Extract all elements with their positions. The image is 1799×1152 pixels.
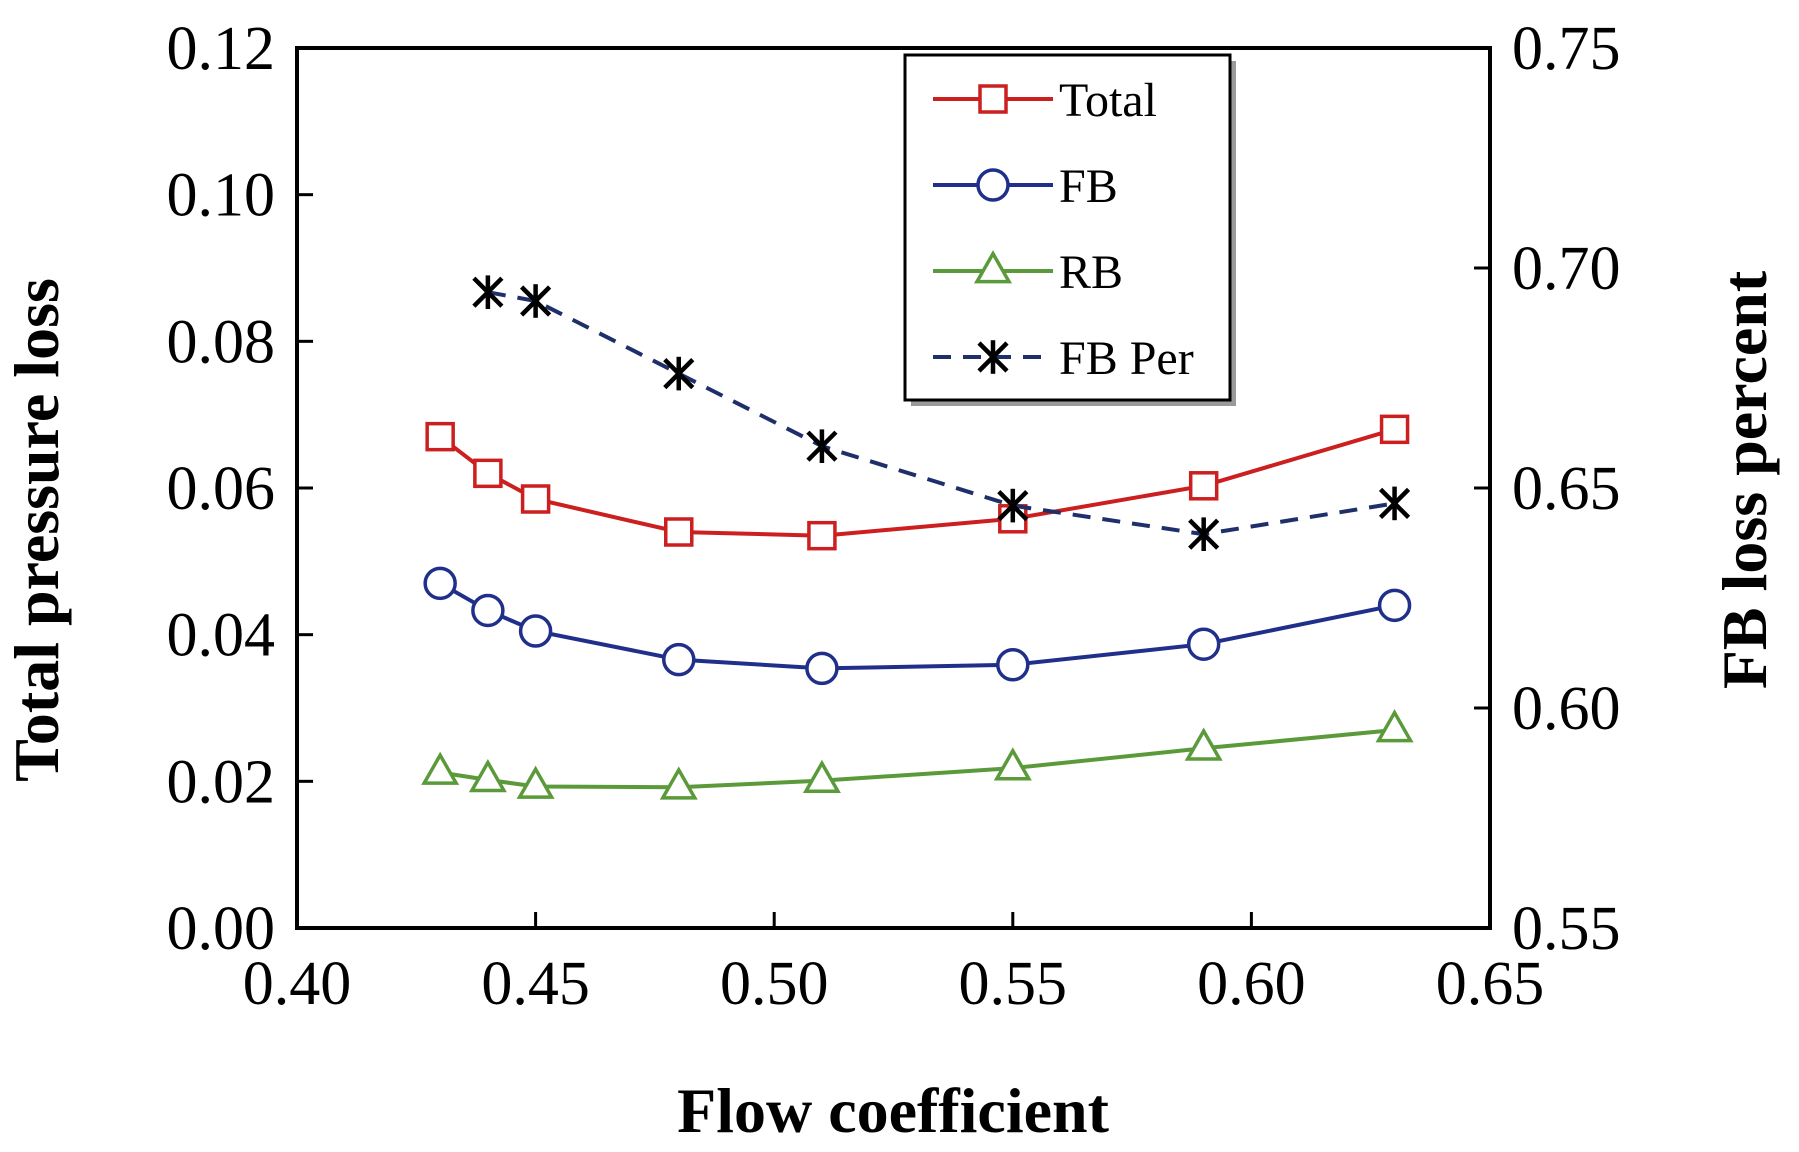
data-point <box>802 759 841 793</box>
data-point <box>421 751 460 785</box>
y-tick-label: 0.06 <box>167 455 276 523</box>
series-line <box>438 427 1396 538</box>
legend-marker <box>973 250 1013 284</box>
x-tick-label: 0.60 <box>1197 950 1306 1018</box>
data-point <box>662 642 696 677</box>
data-point <box>1186 627 1221 661</box>
data-point <box>472 275 504 309</box>
legend: Total FB RB FB Per <box>903 53 1236 406</box>
data-point <box>471 593 505 628</box>
y-tick-label: 0.02 <box>167 748 276 816</box>
y-axis-title: Total pressure loss <box>1 278 72 782</box>
data-point <box>996 647 1030 682</box>
legend-item: Total <box>933 74 1157 127</box>
data-point <box>805 651 839 686</box>
y2-tick-label: 0.75 <box>1512 15 1621 83</box>
legend-box <box>903 53 1232 402</box>
data-point <box>425 421 455 452</box>
legend-label: RB <box>1059 246 1123 299</box>
series-layer <box>421 275 1414 800</box>
series-fb-per <box>472 275 1411 551</box>
legend-item: FB <box>933 160 1118 213</box>
y2-tick-label: 0.65 <box>1512 455 1621 523</box>
x-axis-title: Flow coefficient <box>677 1075 1110 1146</box>
data-point <box>1375 709 1414 743</box>
legend-item: FB Per <box>933 332 1194 385</box>
data-point <box>518 614 553 648</box>
series-rb <box>421 709 1414 800</box>
data-point <box>1378 486 1411 521</box>
y-tick-label: 0.08 <box>167 308 276 376</box>
y-tick-label: 0.00 <box>167 895 276 963</box>
x-tick-label: 0.50 <box>720 950 829 1018</box>
series-fb <box>423 566 1412 686</box>
data-point <box>664 517 694 547</box>
legend-marker <box>978 84 1008 114</box>
x-tick-label: 0.65 <box>1436 950 1545 1018</box>
x-tick-label: 0.55 <box>959 950 1068 1018</box>
x-tick-label: 0.40 <box>243 950 352 1018</box>
data-point <box>1379 414 1410 445</box>
series-total <box>425 414 1410 551</box>
data-point <box>659 766 698 800</box>
y2-tick-label: 0.60 <box>1512 675 1621 743</box>
data-point <box>1377 588 1412 623</box>
x-tick-label: 0.45 <box>481 950 590 1018</box>
data-point <box>468 758 507 793</box>
series-line <box>439 728 1395 790</box>
data-point <box>997 488 1029 523</box>
data-point <box>516 765 555 799</box>
data-point <box>993 747 1032 781</box>
legend-label: FB Per <box>1059 332 1194 385</box>
legend-label: Total <box>1059 74 1157 127</box>
data-point <box>1184 727 1223 761</box>
data-point <box>806 429 838 463</box>
data-point <box>1188 471 1219 501</box>
data-point <box>1188 517 1220 551</box>
data-point <box>473 458 503 489</box>
axes-layer: 0.40 0.45 0.50 0.55 0.60 0.65 0.00 0.02 0.04 0.06… <box>167 15 1621 1018</box>
y2-axis-title: FB loss percent <box>1709 270 1780 689</box>
data-point <box>807 520 837 551</box>
y-tick-label: 0.12 <box>167 15 276 83</box>
data-point <box>663 356 695 391</box>
legend-item: RB <box>933 246 1123 299</box>
data-point <box>520 284 552 318</box>
y2-tick-label: 0.55 <box>1512 895 1621 963</box>
legend-label: FB <box>1059 160 1118 213</box>
legend-marker <box>977 340 1009 374</box>
legend-marker <box>976 168 1010 202</box>
data-point <box>423 566 457 601</box>
y2-tick-label: 0.70 <box>1512 235 1621 303</box>
data-point <box>520 484 551 514</box>
y-tick-label: 0.04 <box>167 602 276 670</box>
y-tick-label: 0.10 <box>167 162 276 230</box>
series-line <box>439 581 1395 671</box>
